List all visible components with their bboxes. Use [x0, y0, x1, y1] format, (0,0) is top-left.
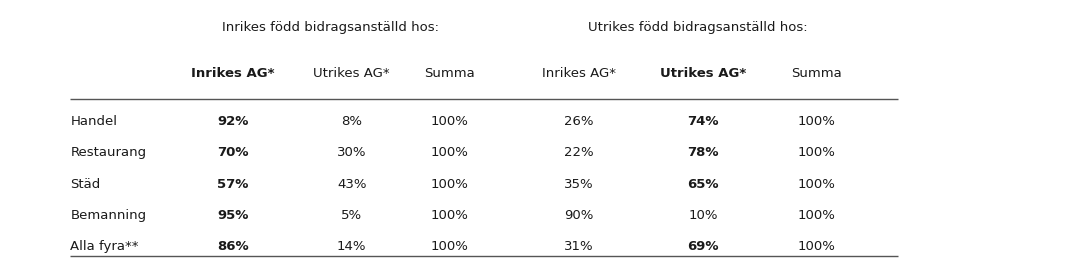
Text: 57%: 57% [217, 177, 248, 191]
Text: 74%: 74% [687, 115, 720, 128]
Text: Handel: Handel [70, 115, 117, 128]
Text: 26%: 26% [564, 115, 594, 128]
Text: 100%: 100% [430, 177, 469, 191]
Text: 14%: 14% [337, 240, 367, 253]
Text: 100%: 100% [430, 146, 469, 159]
Text: Bemanning: Bemanning [70, 209, 146, 222]
Text: 10%: 10% [688, 209, 718, 222]
Text: Summa: Summa [792, 67, 842, 80]
Text: 100%: 100% [797, 177, 836, 191]
Text: 100%: 100% [797, 146, 836, 159]
Text: 100%: 100% [430, 115, 469, 128]
Text: Inrikes AG*: Inrikes AG* [190, 67, 275, 80]
Text: Utrikes född bidragsanställd hos:: Utrikes född bidragsanställd hos: [589, 21, 807, 34]
Text: 5%: 5% [341, 209, 362, 222]
Text: Utrikes AG*: Utrikes AG* [314, 67, 390, 80]
Text: 78%: 78% [687, 146, 720, 159]
Text: 30%: 30% [337, 146, 367, 159]
Text: 69%: 69% [687, 240, 720, 253]
Text: 100%: 100% [797, 209, 836, 222]
Text: 31%: 31% [564, 240, 594, 253]
Text: 100%: 100% [430, 240, 469, 253]
Text: 43%: 43% [337, 177, 367, 191]
Text: 100%: 100% [797, 115, 836, 128]
Text: 86%: 86% [216, 240, 249, 253]
Text: Utrikes AG*: Utrikes AG* [660, 67, 747, 80]
Text: 100%: 100% [430, 209, 469, 222]
Text: 95%: 95% [217, 209, 248, 222]
Text: Restaurang: Restaurang [70, 146, 146, 159]
Text: Summa: Summa [424, 67, 474, 80]
Text: 35%: 35% [564, 177, 594, 191]
Text: 22%: 22% [564, 146, 594, 159]
Text: 70%: 70% [216, 146, 249, 159]
Text: Inrikes AG*: Inrikes AG* [542, 67, 616, 80]
Text: 100%: 100% [797, 240, 836, 253]
Text: Alla fyra**: Alla fyra** [70, 240, 138, 253]
Text: 65%: 65% [687, 177, 720, 191]
Text: 92%: 92% [217, 115, 248, 128]
Text: Inrikes född bidragsanställd hos:: Inrikes född bidragsanställd hos: [222, 21, 438, 34]
Text: 90%: 90% [564, 209, 594, 222]
Text: Städ: Städ [70, 177, 101, 191]
Text: 8%: 8% [341, 115, 362, 128]
